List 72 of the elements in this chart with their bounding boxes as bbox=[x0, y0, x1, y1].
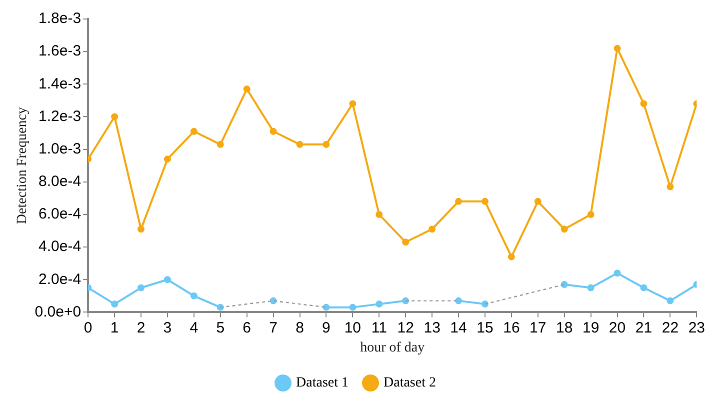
point bbox=[560, 226, 568, 233]
x-tick-label: 19 bbox=[582, 319, 600, 336]
y-axis-title: Detection Frequency bbox=[15, 107, 30, 224]
point bbox=[138, 226, 145, 233]
y-tick-label: 1.6e-3 bbox=[38, 42, 82, 60]
point bbox=[190, 128, 198, 135]
point bbox=[455, 198, 462, 205]
y-tick-label: 6.0e-4 bbox=[38, 206, 82, 223]
x-tick-label: 7 bbox=[269, 319, 278, 336]
point bbox=[640, 100, 648, 108]
x-tick-label: 20 bbox=[608, 319, 626, 336]
x-tick-label: 17 bbox=[530, 319, 546, 336]
x-tick-label: 0 bbox=[84, 319, 92, 336]
x-tick-label: 14 bbox=[450, 319, 467, 336]
y-tick-label: 1.4e-3 bbox=[38, 75, 82, 92]
x-tick-label: 9 bbox=[322, 319, 330, 336]
point bbox=[349, 100, 356, 108]
point bbox=[614, 44, 621, 52]
legend-label: Dataset 2 bbox=[384, 376, 436, 391]
point bbox=[640, 284, 648, 292]
point bbox=[349, 304, 356, 311]
x-tick-label: 18 bbox=[556, 319, 573, 336]
y-tick-label: 8.0e-4 bbox=[38, 173, 82, 190]
x-axis-title: hour of day bbox=[360, 340, 425, 356]
x-tick-label: 6 bbox=[242, 319, 252, 336]
point bbox=[666, 183, 674, 190]
x-tick-label: 10 bbox=[344, 319, 362, 336]
x-tick-label: 2 bbox=[136, 319, 146, 336]
point bbox=[376, 210, 383, 218]
x-tick-label: 12 bbox=[397, 319, 414, 336]
point bbox=[190, 292, 198, 300]
point bbox=[296, 140, 304, 148]
point bbox=[164, 276, 171, 284]
y-tick-label: 0.0e+0 bbox=[34, 303, 82, 320]
point bbox=[666, 297, 674, 304]
point bbox=[534, 198, 542, 205]
legend-label: Dataset 1 bbox=[296, 376, 349, 391]
point bbox=[322, 304, 330, 311]
point bbox=[111, 113, 118, 120]
y-tick-label: 1.2e-3 bbox=[38, 108, 82, 125]
y-tick-label: 4.0e-4 bbox=[38, 238, 82, 256]
x-tick-label: 11 bbox=[371, 319, 387, 336]
x-tick-label: 23 bbox=[688, 319, 705, 336]
y-tick-label: 2.0e-4 bbox=[38, 270, 82, 288]
x-tick-label: 3 bbox=[163, 319, 172, 336]
point bbox=[111, 300, 118, 308]
point bbox=[270, 128, 277, 135]
point bbox=[455, 297, 462, 304]
point bbox=[481, 198, 488, 205]
point bbox=[376, 300, 383, 308]
x-tick-label: 1 bbox=[110, 319, 119, 336]
x-tick-label: 15 bbox=[476, 319, 494, 336]
x-tick-label: 21 bbox=[635, 319, 652, 336]
point bbox=[508, 253, 515, 260]
x-tick-label: 22 bbox=[662, 319, 679, 336]
x-tick-label: 13 bbox=[424, 319, 440, 336]
point bbox=[614, 270, 621, 277]
point bbox=[587, 210, 594, 218]
point bbox=[322, 140, 330, 148]
x-tick-label: 8 bbox=[296, 319, 304, 336]
x-tick-label: 4 bbox=[190, 319, 198, 336]
y-tick-label: 1.8e-3 bbox=[38, 10, 82, 28]
x-tick-label: 16 bbox=[503, 319, 520, 336]
point bbox=[138, 284, 145, 292]
point bbox=[243, 86, 250, 93]
point bbox=[216, 140, 224, 148]
x-tick-label: 5 bbox=[216, 319, 225, 336]
point bbox=[164, 156, 171, 163]
y-tick-label: 1.0e-3 bbox=[38, 140, 82, 158]
point bbox=[587, 284, 594, 292]
point bbox=[402, 238, 410, 246]
point bbox=[428, 226, 436, 233]
